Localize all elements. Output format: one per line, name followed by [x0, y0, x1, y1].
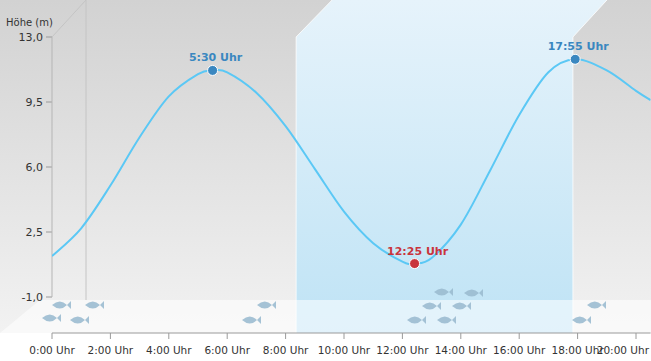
wall-corner [52, 0, 86, 37]
y-tick [46, 297, 52, 298]
tide-chart: Höhe (m) -1,0 2,5 6,0 9,5 13,0 0:00 Uhr 2:00 Uh… [0, 0, 651, 361]
y-tick [46, 37, 52, 38]
band-edge [573, 0, 607, 37]
band-edge [572, 37, 573, 333]
x-tick-label: 12:00 Uhr [376, 344, 429, 356]
x-axis-line [52, 333, 651, 334]
extreme-label: 12:25 Uhr [387, 245, 449, 258]
x-tick-label: 0:00 Uhr [29, 344, 75, 356]
fish [257, 301, 276, 309]
y-tick-label: 13,0 [19, 31, 44, 44]
x-tick-label: 16:00 Uhr [493, 344, 546, 356]
extreme-point [208, 65, 218, 75]
floor [0, 300, 651, 333]
fish [452, 302, 471, 310]
x-tick-label: 4:00 Uhr [146, 344, 192, 356]
y-tick-label: 2,5 [26, 226, 44, 239]
background-wall [0, 0, 651, 333]
y-tick-label: 9,5 [26, 96, 44, 109]
y-tick [46, 102, 52, 103]
y-tick [46, 232, 52, 233]
band-edge [296, 0, 332, 37]
extreme-point [570, 54, 580, 64]
y-tick [46, 167, 52, 168]
x-tick [110, 333, 111, 339]
y-tick-label: 6,0 [26, 161, 44, 174]
fish [70, 316, 89, 324]
fish [434, 288, 453, 296]
x-tick-label: 2:00 Uhr [88, 344, 134, 356]
y-axis-label: Höhe (m) [6, 17, 53, 28]
x-tick-label: 14:00 Uhr [435, 344, 488, 356]
extreme-point [410, 259, 420, 269]
fish [85, 301, 104, 309]
x-tick [519, 333, 520, 339]
y-tick-label: -1,0 [22, 291, 43, 304]
fish [587, 301, 606, 309]
extreme-label: 5:30 Uhr [189, 51, 243, 64]
x-tick [285, 333, 286, 339]
extreme-label: 17:55 Uhr [548, 40, 610, 53]
fish [422, 302, 441, 310]
x-tick [168, 333, 169, 339]
x-tick [460, 333, 461, 339]
fish [52, 301, 71, 309]
fish [464, 289, 483, 297]
x-tick-label: 6:00 Uhr [204, 344, 250, 356]
x-tick-label: 20:00 Uhr [597, 344, 650, 356]
band-edge [296, 37, 297, 333]
y-axis-line [52, 37, 53, 297]
tide-line [52, 59, 651, 264]
x-tick-label: 10:00 Uhr [318, 344, 371, 356]
x-tick [344, 333, 345, 339]
fish [437, 316, 456, 324]
x-tick [227, 333, 228, 339]
plot-area [52, 54, 651, 268]
x-tick [577, 333, 578, 339]
x-tick [52, 333, 53, 339]
fish [42, 314, 61, 322]
fish [407, 316, 426, 324]
x-tick [636, 333, 637, 339]
x-tick [402, 333, 403, 339]
wall-corner [86, 0, 87, 300]
x-tick-label: 8:00 Uhr [263, 344, 309, 356]
fish [572, 316, 591, 324]
fish [242, 316, 261, 324]
